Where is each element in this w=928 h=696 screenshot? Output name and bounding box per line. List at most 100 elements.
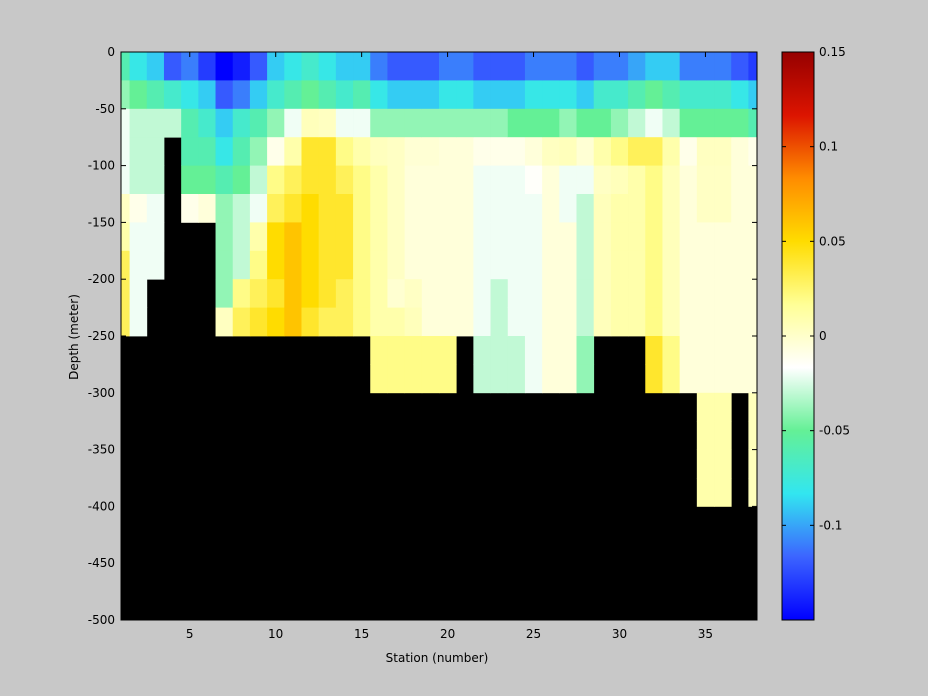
heatmap-cell: [714, 392, 732, 422]
heatmap-cell: [507, 137, 526, 166]
heatmap-cell: [404, 80, 423, 110]
heatmap-cell: [524, 307, 543, 337]
heatmap-cell: [404, 364, 423, 394]
heatmap-cell: [370, 336, 388, 365]
x-tick-label: 15: [354, 627, 369, 641]
heatmap-cell: [370, 108, 388, 138]
heatmap-cell: [439, 336, 457, 365]
heatmap-cell: [679, 250, 698, 280]
colorbar-bar: [781, 51, 815, 621]
heatmap-cell: [610, 108, 629, 138]
heatmap-cell: [353, 165, 371, 195]
heatmap-cell: [421, 52, 440, 81]
heatmap-cell: [696, 194, 715, 223]
heatmap-cell: [679, 279, 698, 308]
heatmap-cell: [628, 165, 646, 195]
heatmap-cell: [215, 108, 234, 138]
heatmap-cell: [645, 222, 663, 252]
heatmap-cell: [215, 80, 234, 110]
heatmap-cell: [696, 307, 715, 337]
heatmap-cell: [404, 250, 423, 280]
heatmap-cell: [576, 194, 595, 223]
heatmap-cell: [232, 250, 251, 280]
y-tick-label: -50: [95, 102, 115, 116]
heatmap-cell: [507, 250, 526, 280]
heatmap-cell: [370, 250, 388, 280]
heatmap-cell: [542, 137, 560, 166]
heatmap-cell: [267, 250, 285, 280]
heatmap-cell: [679, 108, 698, 138]
heatmap-cell: [421, 165, 440, 195]
heatmap-cell: [576, 250, 595, 280]
heatmap-cell: [696, 222, 715, 252]
heatmap-cell: [370, 222, 388, 252]
heatmap-cell: [267, 307, 285, 337]
heatmap-cell: [731, 222, 749, 252]
heatmap-cell: [215, 194, 234, 223]
heatmap-cell: [129, 108, 148, 138]
heatmap-cell: [146, 108, 165, 138]
heatmap-cell: [610, 194, 629, 223]
heatmap-cell: [645, 108, 663, 138]
heatmap-cell: [593, 137, 612, 166]
heatmap-cell: [163, 52, 182, 81]
heatmap-cell: [232, 165, 251, 195]
y-axis-ticks: 0 -50 -100 -150 -200 -250 -300 -350 -400 -450 -500: [88, 45, 757, 627]
heatmap-cell: [524, 194, 543, 223]
heatmap-cell: [662, 108, 681, 138]
heatmap-cell: [748, 52, 757, 81]
heatmap-cell: [121, 137, 130, 166]
heatmap-cell: [473, 336, 491, 365]
heatmap-cells: [121, 52, 757, 507]
heatmap-cell: [146, 250, 165, 280]
heatmap-cell: [679, 222, 698, 252]
heatmap-cell: [524, 108, 543, 138]
heatmap-cell: [456, 108, 474, 138]
heatmap-cell: [198, 137, 216, 166]
heatmap-cell: [301, 194, 320, 223]
heatmap-cell: [593, 165, 612, 195]
heatmap-cell: [181, 52, 199, 81]
heatmap-cell: [714, 250, 732, 280]
heatmap-cell: [542, 52, 560, 81]
heatmap-cell: [181, 165, 199, 195]
heatmap-cell: [576, 307, 595, 337]
heatmap-cell: [576, 222, 595, 252]
heatmap-cell: [301, 165, 320, 195]
heatmap-cell: [121, 165, 130, 195]
heatmap-cell: [490, 222, 509, 252]
x-axis-ticks: 5 10 15 20 25 30 35: [186, 52, 713, 641]
heatmap-cell: [473, 364, 491, 394]
heatmap-cell: [198, 194, 216, 223]
heatmap-cell: [181, 80, 199, 110]
heatmap-cell: [121, 194, 130, 223]
colorbar-tick-label: 0.15: [819, 45, 846, 59]
heatmap-cell: [456, 250, 474, 280]
y-tick-label: -200: [88, 272, 115, 286]
heatmap-cell: [404, 307, 423, 337]
heatmap-cell: [353, 108, 371, 138]
heatmap-cell: [748, 392, 757, 422]
heatmap-cell: [593, 222, 612, 252]
heatmap-cell: [714, 279, 732, 308]
heatmap-cell: [507, 307, 526, 337]
heatmap-cell: [696, 449, 715, 479]
heatmap-cell: [318, 52, 337, 81]
heatmap-cell: [559, 222, 577, 252]
heatmap-cell: [473, 165, 491, 195]
heatmap-cell: [404, 165, 423, 195]
heatmap-cell: [284, 279, 302, 308]
heatmap-cell: [593, 250, 612, 280]
x-tick-label: 20: [440, 627, 455, 641]
heatmap-cell: [387, 137, 406, 166]
y-tick-label: 0: [107, 45, 115, 59]
heatmap-cell: [662, 336, 681, 365]
heatmap-cell: [662, 364, 681, 394]
heatmap-cell: [404, 137, 423, 166]
heatmap-cell: [731, 279, 749, 308]
heatmap-cell: [284, 137, 302, 166]
heatmap-cell: [593, 52, 612, 81]
heatmap-cell: [353, 279, 371, 308]
heatmap-cell: [439, 137, 457, 166]
heatmap-cell: [748, 449, 757, 479]
